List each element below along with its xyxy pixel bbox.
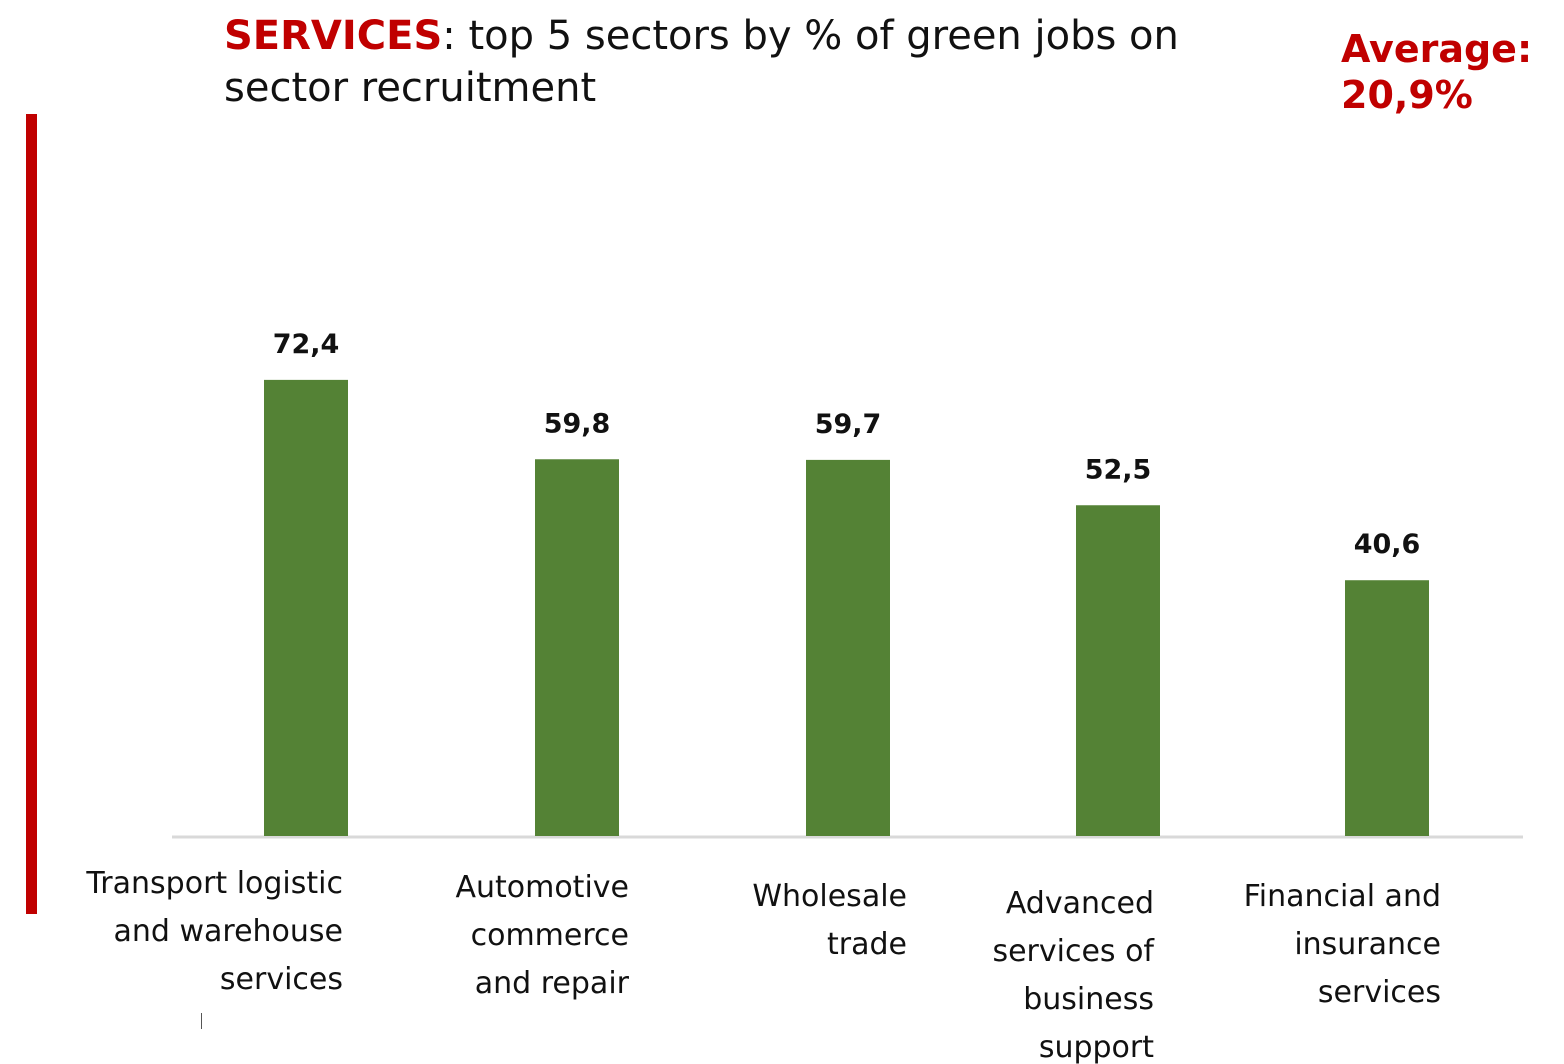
- category-label-3: Wholesale trade: [752, 879, 907, 962]
- category-label-1: Transport logistic and warehouse service…: [86, 866, 343, 997]
- bar-value-label-4: 52,5: [1085, 454, 1152, 485]
- bar-value-label-2: 59,8: [544, 408, 611, 439]
- bar-3: [806, 459, 890, 836]
- average-value: 20,9%: [1341, 73, 1473, 117]
- chart-title: SERVICES: top 5 sectors by % of green jo…: [224, 10, 1244, 114]
- title-prefix: SERVICES: [224, 13, 443, 59]
- accent-bar: [26, 114, 37, 914]
- bar-value-label-1: 72,4: [273, 329, 340, 360]
- bar-1: [264, 379, 348, 836]
- tick-mark: [201, 1013, 202, 1029]
- title-rest: : top 5 sectors by % of green jobs on se…: [224, 13, 1179, 111]
- bar-4: [1076, 505, 1160, 836]
- bar-5: [1345, 580, 1429, 836]
- average-callout: Average: 20,9%: [1341, 26, 1532, 118]
- bar-value-label-3: 59,7: [815, 409, 882, 440]
- category-label-5: Financial and insurance services: [1243, 879, 1441, 1010]
- category-label-2: Automotive commerce and repair: [455, 870, 629, 1001]
- average-label: Average:: [1341, 27, 1533, 71]
- bar-2: [535, 459, 619, 836]
- bar-value-label-5: 40,6: [1354, 529, 1421, 560]
- category-label-4: Advanced services of business support: [992, 886, 1154, 1064]
